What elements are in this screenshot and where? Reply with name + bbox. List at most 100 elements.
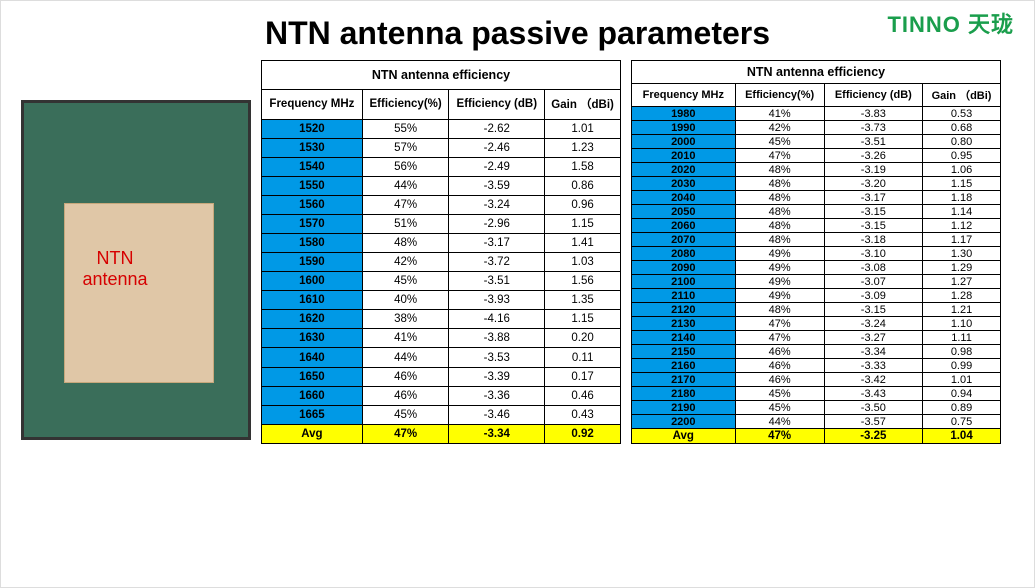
- eff-db-cell: -3.42: [824, 373, 922, 387]
- eff-db-cell: -3.36: [449, 386, 545, 405]
- eff-db-cell: -3.72: [449, 253, 545, 272]
- gain-cell: 0.99: [923, 359, 1001, 373]
- table-row: 201047%-3.260.95: [632, 149, 1001, 163]
- eff-pct-cell: 46%: [735, 359, 824, 373]
- gain-cell: 1.06: [923, 163, 1001, 177]
- freq-cell: 2130: [632, 317, 736, 331]
- table-row: 205048%-3.151.14: [632, 205, 1001, 219]
- avg-cell: Avg: [262, 424, 363, 443]
- freq-cell: 2140: [632, 331, 736, 345]
- efficiency-table-2: NTN antenna efficiencyFrequency MHzEffic…: [631, 60, 1001, 444]
- eff-pct-cell: 42%: [362, 253, 449, 272]
- table-row: 210049%-3.071.27: [632, 275, 1001, 289]
- page-title: NTN antenna passive parameters: [1, 15, 1034, 52]
- eff-db-cell: -3.46: [449, 405, 545, 424]
- gain-cell: 1.01: [923, 373, 1001, 387]
- eff-pct-cell: 47%: [362, 195, 449, 214]
- column-header: Efficiency(%): [362, 90, 449, 119]
- freq-cell: 2100: [632, 275, 736, 289]
- gain-cell: 1.23: [545, 138, 621, 157]
- gain-cell: 0.98: [923, 345, 1001, 359]
- eff-pct-cell: 48%: [735, 219, 824, 233]
- eff-pct-cell: 57%: [362, 138, 449, 157]
- gain-cell: 1.27: [923, 275, 1001, 289]
- eff-db-cell: -3.07: [824, 275, 922, 289]
- freq-cell: 2080: [632, 247, 736, 261]
- freq-cell: 2060: [632, 219, 736, 233]
- freq-cell: 2110: [632, 289, 736, 303]
- freq-cell: 2040: [632, 191, 736, 205]
- eff-db-cell: -3.17: [449, 234, 545, 253]
- eff-db-cell: -3.18: [824, 233, 922, 247]
- eff-pct-cell: 46%: [735, 373, 824, 387]
- freq-cell: 1620: [262, 310, 363, 329]
- freq-cell: 1640: [262, 348, 363, 367]
- gain-cell: 0.43: [545, 405, 621, 424]
- table-row: 209049%-3.081.29: [632, 261, 1001, 275]
- freq-cell: 1990: [632, 121, 736, 135]
- gain-cell: 0.11: [545, 348, 621, 367]
- gain-cell: 0.89: [923, 401, 1001, 415]
- avg-cell: Avg: [632, 429, 736, 444]
- freq-cell: 1530: [262, 138, 363, 157]
- eff-pct-cell: 47%: [735, 149, 824, 163]
- gain-cell: 1.35: [545, 291, 621, 310]
- eff-pct-cell: 45%: [362, 405, 449, 424]
- eff-db-cell: -3.93: [449, 291, 545, 310]
- freq-cell: 1600: [262, 272, 363, 291]
- freq-cell: 2160: [632, 359, 736, 373]
- efficiency-table-1: NTN antenna efficiencyFrequency MHzEffic…: [261, 60, 621, 444]
- eff-pct-cell: 56%: [362, 157, 449, 176]
- freq-cell: 1580: [262, 234, 363, 253]
- gain-cell: 0.94: [923, 387, 1001, 401]
- table-row: 202048%-3.191.06: [632, 163, 1001, 177]
- table-row: 212048%-3.151.21: [632, 303, 1001, 317]
- eff-pct-cell: 49%: [735, 247, 824, 261]
- eff-db-cell: -3.15: [824, 303, 922, 317]
- table-row: 219045%-3.500.89: [632, 401, 1001, 415]
- gain-cell: 0.75: [923, 415, 1001, 429]
- freq-cell: 2050: [632, 205, 736, 219]
- eff-db-cell: -3.59: [449, 176, 545, 195]
- table-row: 218045%-3.430.94: [632, 387, 1001, 401]
- freq-cell: 1650: [262, 367, 363, 386]
- eff-pct-cell: 47%: [735, 317, 824, 331]
- freq-cell: 1980: [632, 107, 736, 121]
- gain-cell: 1.14: [923, 205, 1001, 219]
- eff-pct-cell: 46%: [362, 386, 449, 405]
- eff-pct-cell: 48%: [735, 191, 824, 205]
- eff-db-cell: -3.51: [449, 272, 545, 291]
- eff-pct-cell: 49%: [735, 275, 824, 289]
- freq-cell: 2200: [632, 415, 736, 429]
- eff-pct-cell: 48%: [735, 303, 824, 317]
- table-row: 161040%-3.931.35: [262, 291, 621, 310]
- gain-cell: 1.21: [923, 303, 1001, 317]
- table-row: 154056%-2.491.58: [262, 157, 621, 176]
- eff-pct-cell: 51%: [362, 214, 449, 233]
- freq-cell: 1660: [262, 386, 363, 405]
- freq-cell: 2030: [632, 177, 736, 191]
- avg-cell: 47%: [735, 429, 824, 444]
- gain-cell: 0.46: [545, 386, 621, 405]
- gain-cell: 1.12: [923, 219, 1001, 233]
- eff-pct-cell: 41%: [362, 329, 449, 348]
- column-header: Gain （dBi): [545, 90, 621, 119]
- eff-db-cell: -3.33: [824, 359, 922, 373]
- gain-cell: 1.15: [545, 214, 621, 233]
- table-row: 198041%-3.830.53: [632, 107, 1001, 121]
- gain-cell: 1.17: [923, 233, 1001, 247]
- gain-cell: 0.53: [923, 107, 1001, 121]
- gain-cell: 1.15: [923, 177, 1001, 191]
- avg-cell: -3.34: [449, 424, 545, 443]
- table-row: 157051%-2.961.15: [262, 214, 621, 233]
- eff-db-cell: -3.39: [449, 367, 545, 386]
- eff-pct-cell: 45%: [735, 135, 824, 149]
- eff-pct-cell: 46%: [735, 345, 824, 359]
- freq-cell: 1520: [262, 119, 363, 138]
- eff-pct-cell: 47%: [735, 331, 824, 345]
- avg-cell: 47%: [362, 424, 449, 443]
- table-caption: NTN antenna efficiency: [632, 61, 1001, 84]
- table-row: 160045%-3.511.56: [262, 272, 621, 291]
- antenna-device: [64, 203, 214, 383]
- gain-cell: 0.20: [545, 329, 621, 348]
